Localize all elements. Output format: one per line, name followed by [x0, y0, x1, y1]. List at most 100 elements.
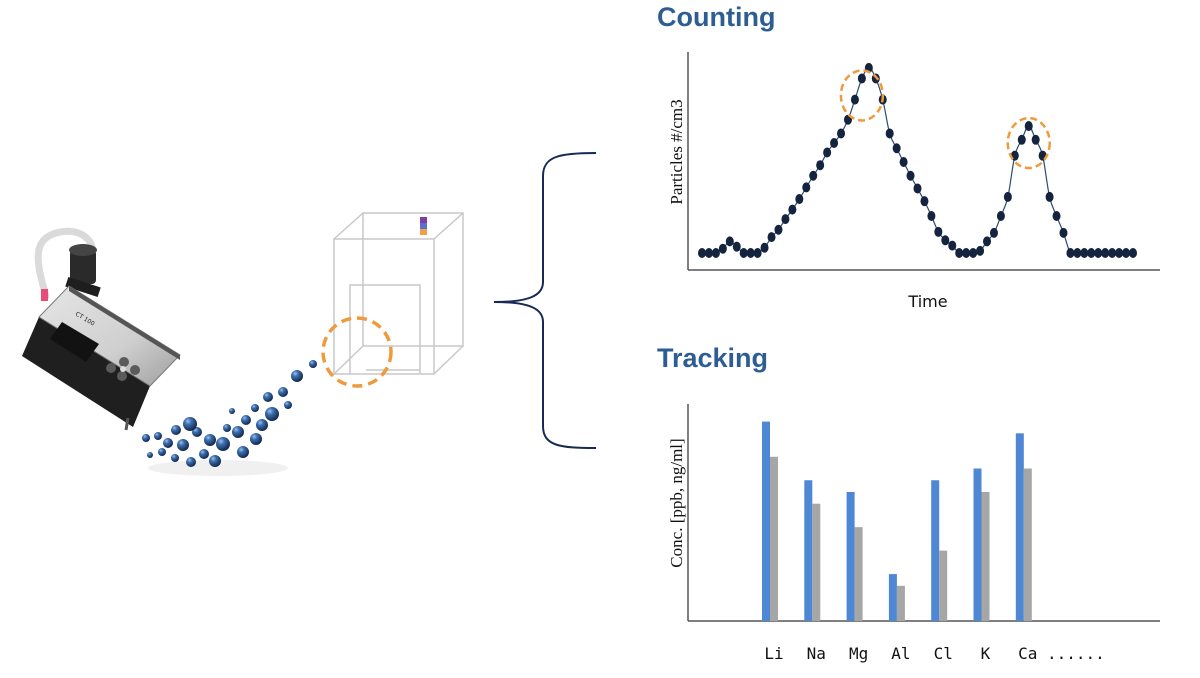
counting-data-point [1094, 248, 1103, 258]
counting-data-point [955, 248, 964, 258]
counting-data-point [795, 194, 804, 205]
counting-data-point [899, 157, 908, 168]
counting-data-point [739, 248, 748, 258]
counting-data-point [698, 248, 706, 258]
counting-data-point [781, 214, 790, 225]
counting-data-point [906, 170, 915, 181]
bar-li-series-1 [762, 421, 770, 621]
counting-data-point [732, 241, 741, 252]
sample-tube [34, 227, 96, 300]
counting-data-point [850, 94, 859, 105]
counting-data-point [1024, 121, 1033, 132]
bar-ca-series-1 [1015, 433, 1024, 621]
bar-li-series-2 [770, 456, 778, 621]
counting-data-point [1073, 248, 1082, 258]
counting-data-point [1052, 210, 1061, 221]
bar-na-series-1 [804, 480, 813, 621]
marker-stack [420, 217, 427, 235]
category-label-al: Al [891, 644, 910, 663]
category-label-k: K [981, 644, 991, 663]
counting-data-point [1101, 248, 1110, 258]
counting-data-point [746, 248, 755, 258]
counting-data-point [983, 236, 992, 247]
detection-box [333, 212, 464, 375]
tracking-trailing-label: ...... [1047, 644, 1105, 663]
counting-data-point [976, 245, 985, 256]
keypad [106, 357, 140, 381]
device-screen [50, 322, 99, 362]
counting-data-point [760, 242, 769, 253]
counting-data-point [1031, 134, 1040, 145]
bar-cl-series-2 [939, 550, 948, 621]
counting-data-point [1087, 248, 1096, 258]
bar-mg-series-2 [854, 527, 863, 621]
counting-data-point [1003, 191, 1012, 202]
counting-title: Counting [657, 2, 776, 32]
counting-data-point [774, 224, 783, 235]
counting-data-point [830, 137, 839, 148]
counting-data-point [1066, 248, 1075, 258]
counting-series-line [702, 67, 1133, 256]
counting-data-point [1045, 191, 1054, 202]
counting-data-point [913, 183, 922, 194]
bar-ca-series-2 [1023, 468, 1032, 621]
counting-data-point [753, 248, 762, 258]
counting-data-point [989, 227, 998, 238]
counting-data-point [857, 73, 866, 84]
counting-data-point [962, 248, 971, 258]
bar-al-series-2 [896, 585, 905, 621]
counting-data-point [892, 143, 901, 154]
tracking-chart: Conc. [ppb, ng/ml] Li Na Mg Al Cl K Ca ...... [667, 404, 1160, 663]
counting-data-point [1080, 248, 1089, 258]
category-label-mg: Mg [849, 644, 868, 663]
bar-mg-series-1 [846, 491, 855, 621]
counting-data-point [927, 210, 936, 221]
bar-al-series-1 [888, 574, 897, 621]
counting-data-point [885, 128, 894, 139]
counting-data-point [837, 128, 846, 139]
counting-data-point [1129, 248, 1137, 258]
counting-x-label: Time [907, 292, 947, 311]
particle-counter-device: CT 100 Cenmet [22, 227, 181, 431]
tube-tip [41, 289, 48, 301]
counting-data-point [941, 235, 950, 246]
counting-data-point [969, 248, 978, 258]
counting-data-point [809, 170, 818, 181]
peak-highlight-circle [1006, 116, 1051, 170]
curly-brace [493, 152, 597, 449]
counting-data-point [711, 248, 720, 258]
counting-data-point [1017, 134, 1026, 145]
counting-data-point [725, 236, 734, 247]
bar-cl-series-1 [931, 480, 940, 621]
peak-highlight-circle [839, 69, 885, 122]
counting-data-point [996, 210, 1005, 221]
category-label-li: Li [764, 644, 783, 663]
counting-chart: Particles #/cm3 Time [667, 52, 1160, 311]
category-label-ca: Ca [1018, 644, 1037, 663]
particle-stream [142, 360, 317, 476]
counting-data-point [1122, 248, 1131, 258]
counting-data-point [948, 240, 957, 251]
category-label-na: Na [807, 644, 826, 663]
counting-data-point [1059, 227, 1068, 238]
counting-data-point [1108, 248, 1117, 258]
bar-na-series-2 [812, 503, 821, 621]
counting-data-point [920, 196, 929, 207]
counting-data-point [934, 226, 943, 237]
tracking-title: Tracking [657, 343, 769, 373]
counting-data-point [788, 204, 797, 215]
category-label-cl: Cl [934, 644, 953, 663]
counting-y-label: Particles #/cm3 [667, 99, 686, 204]
detection-highlight-circle [321, 316, 393, 388]
counting-data-point [704, 248, 713, 258]
counting-data-point [816, 160, 825, 171]
bar-k-series-1 [973, 468, 982, 621]
counting-data-point [802, 182, 811, 193]
sampling-cylinder [70, 250, 96, 284]
tracking-y-label: Conc. [ppb, ng/ml] [667, 438, 686, 567]
sampling-cap [69, 244, 97, 256]
counting-data-point [718, 243, 727, 254]
counting-data-point [823, 147, 832, 158]
bar-k-series-2 [981, 491, 990, 621]
